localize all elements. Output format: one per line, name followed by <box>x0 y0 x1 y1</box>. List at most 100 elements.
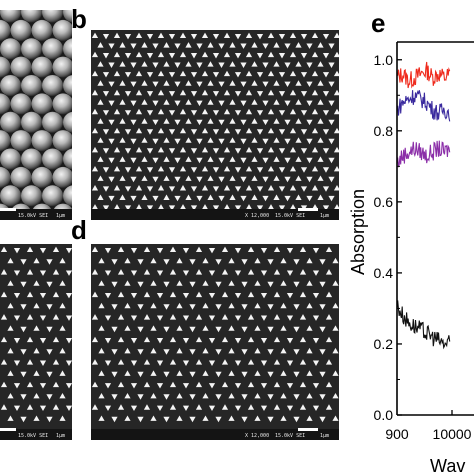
triangle-particle <box>221 404 229 410</box>
triangle-particle <box>111 349 118 355</box>
triangle-particle <box>52 291 60 298</box>
triangle-particle <box>124 280 131 286</box>
triangle-particle <box>273 314 281 320</box>
triangle-particle <box>150 302 157 309</box>
triangle-particle <box>124 72 132 78</box>
triangle-particle <box>163 42 170 48</box>
triangle-particle <box>130 270 138 276</box>
triangle-particle <box>229 42 236 48</box>
triangle-particle <box>278 205 286 210</box>
triangle-particle <box>0 246 8 252</box>
sem-info-bar: 15.0kV SEI 1µm <box>0 209 72 220</box>
triangle-particle <box>202 347 209 354</box>
triangle-particle <box>52 404 60 410</box>
triangle-particle <box>104 338 112 344</box>
triangle-particle <box>91 127 99 134</box>
triangle-particle <box>267 51 275 58</box>
triangle-particle <box>333 185 339 191</box>
triangle-particle <box>104 383 112 389</box>
triangle-particle <box>26 381 34 388</box>
triangle-particle <box>256 34 264 40</box>
triangle-particle <box>52 269 60 275</box>
triangle-particle <box>212 167 220 173</box>
triangle-particle <box>169 291 177 298</box>
triangle-particle <box>240 100 247 107</box>
triangle-particle <box>124 110 132 116</box>
triangle-particle <box>267 371 274 378</box>
triangle-particle <box>176 415 183 421</box>
triangle-particle <box>152 157 159 164</box>
series-line-purple <box>396 140 451 168</box>
triangle-particle <box>91 32 99 38</box>
triangle-particle <box>215 281 222 288</box>
triangle-particle <box>240 157 247 164</box>
triangle-particle <box>91 359 99 365</box>
triangle-particle <box>137 416 144 423</box>
triangle-particle <box>332 415 339 421</box>
triangle-particle <box>104 360 112 366</box>
triangle-particle <box>7 393 14 399</box>
triangle-particle <box>325 291 333 298</box>
triangle-particle <box>135 70 143 77</box>
triangle-particle <box>102 205 110 210</box>
triangle-particle <box>135 51 143 58</box>
triangle-particle <box>284 100 291 107</box>
triangle-particle <box>202 257 209 264</box>
triangle-particle <box>234 53 242 59</box>
triangle-particle <box>234 248 242 254</box>
triangle-particle <box>196 176 203 183</box>
triangle-particle <box>146 34 154 40</box>
triangle-particle <box>311 185 319 191</box>
triangle-particle <box>39 315 47 321</box>
triangle-particle <box>157 51 165 58</box>
triangle-particle <box>119 156 126 162</box>
triangle-particle <box>322 72 330 78</box>
triangle-particle <box>39 338 47 344</box>
triangle-particle <box>256 186 264 192</box>
triangle-particle <box>223 127 231 134</box>
triangle-particle <box>163 61 170 67</box>
triangle-particle <box>215 371 222 378</box>
triangle-particle <box>223 185 231 191</box>
triangle-particle <box>174 176 181 183</box>
triangle-particle <box>262 176 269 183</box>
triangle-particle <box>333 146 339 153</box>
triangle-particle <box>130 43 137 49</box>
triangle-particle <box>146 148 154 154</box>
triangle-particle <box>59 325 66 331</box>
triangle-particle <box>260 405 268 411</box>
triangle-particle <box>234 72 242 78</box>
panel-label-d: d <box>71 215 87 245</box>
triangle-particle <box>223 166 231 172</box>
triangle-particle <box>289 127 297 134</box>
triangle-particle <box>207 80 214 86</box>
triangle-particle <box>306 280 313 286</box>
triangle-particle <box>262 138 269 145</box>
triangle-particle <box>174 119 181 126</box>
triangle-particle <box>262 119 269 126</box>
triangle-particle <box>33 347 40 354</box>
triangle-particle <box>124 91 132 97</box>
triangle-particle <box>108 119 115 126</box>
triangle-particle <box>33 370 40 376</box>
triangle-particle <box>119 118 126 124</box>
triangle-particle <box>7 415 14 421</box>
triangle-particle <box>332 302 339 309</box>
triangle-particle <box>141 42 148 48</box>
triangle-particle <box>195 336 203 343</box>
triangle-particle <box>267 166 275 172</box>
triangle-particle <box>247 359 255 365</box>
triangle-particle <box>52 359 60 365</box>
triangle-particle <box>306 81 313 87</box>
triangle-particle <box>325 404 333 410</box>
triangle-particle <box>168 129 176 135</box>
triangle-particle <box>146 205 154 210</box>
triangle-particle <box>240 62 247 68</box>
triangle-particle <box>137 349 144 355</box>
triangle-particle <box>221 359 229 365</box>
sphere <box>0 130 11 152</box>
panel-label-e: e <box>371 8 386 38</box>
triangle-particle <box>289 70 297 77</box>
triangle-particle <box>113 127 121 134</box>
triangle-particle <box>306 119 313 126</box>
